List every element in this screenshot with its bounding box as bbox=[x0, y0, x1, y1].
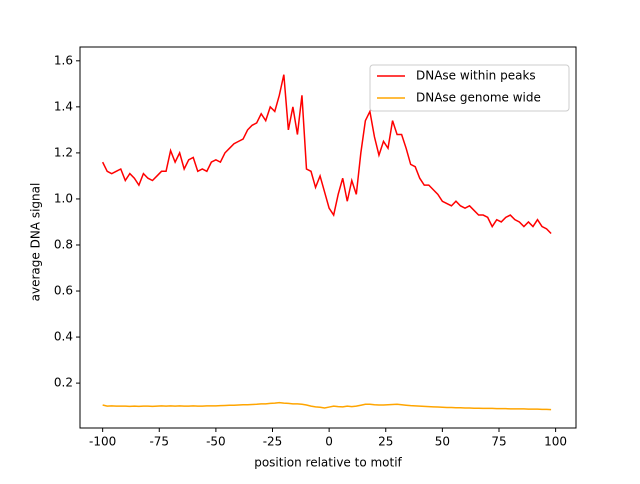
y-tick-label: 1.2 bbox=[54, 145, 73, 159]
x-axis-label: position relative to motif bbox=[254, 456, 402, 470]
plot-frame bbox=[79, 46, 577, 429]
x-tick-label: 50 bbox=[435, 435, 450, 449]
data-line bbox=[102, 401, 552, 411]
data-line bbox=[101, 74, 552, 234]
x-tick-label: 25 bbox=[378, 435, 393, 449]
y-tick-label: 0.2 bbox=[54, 376, 73, 390]
y-tick-label: 0.6 bbox=[54, 284, 73, 298]
x-tick-label: -25 bbox=[263, 435, 283, 449]
y-tick-label: 1.4 bbox=[54, 99, 73, 113]
x-tick-label: -50 bbox=[206, 435, 226, 449]
y-axis-label: average DNA signal bbox=[29, 183, 43, 302]
x-tick-label: -100 bbox=[89, 435, 116, 449]
x-tick-label: -75 bbox=[149, 435, 169, 449]
y-tick-label: 0.4 bbox=[54, 330, 73, 344]
legend-label: DNAse within peaks bbox=[416, 69, 536, 83]
legend-label: DNAse genome wide bbox=[416, 91, 541, 105]
x-tick-label: 75 bbox=[491, 435, 506, 449]
y-tick-label: 1.0 bbox=[54, 191, 73, 205]
y-tick-label: 1.6 bbox=[54, 53, 73, 67]
x-tick-label: 100 bbox=[544, 435, 567, 449]
x-tick-label: 0 bbox=[325, 435, 333, 449]
legend-box bbox=[369, 64, 570, 112]
y-tick-label: 0.8 bbox=[54, 237, 73, 251]
